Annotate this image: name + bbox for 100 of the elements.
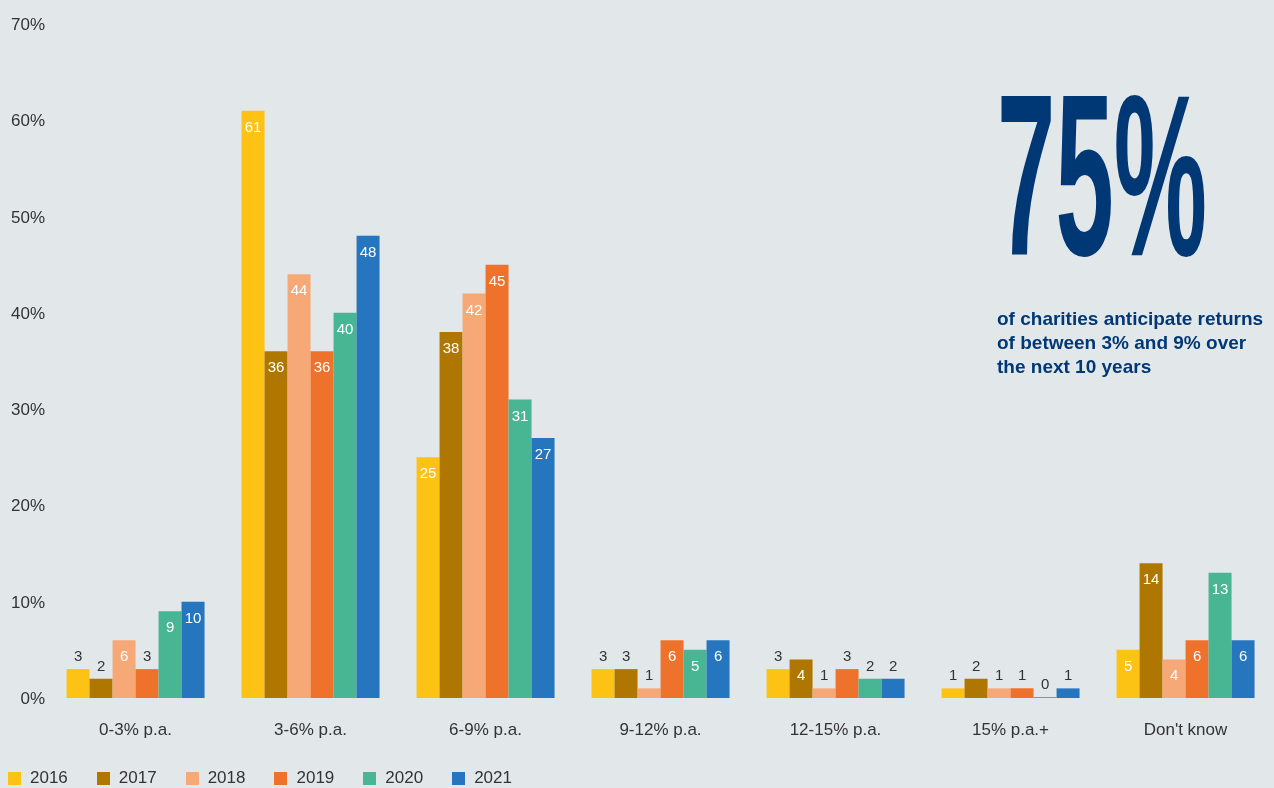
bar: [706, 640, 730, 698]
bar: [941, 688, 965, 698]
x-tick-label: 3-6% p.a.: [274, 720, 347, 740]
bar: [181, 601, 205, 698]
y-tick-label: 70%: [10, 15, 45, 35]
bar: [1010, 688, 1034, 698]
bar: [591, 669, 615, 698]
data-label: 1: [1063, 666, 1073, 684]
annotation: of charities anticipate returns of between 3% and 9% over the next 10 years: [997, 306, 1265, 379]
bar: [485, 264, 509, 698]
bar: [614, 669, 638, 698]
bar: [766, 669, 790, 698]
data-label: 61: [244, 117, 262, 135]
data-label: 40: [336, 319, 354, 337]
data-label: 14: [1142, 570, 1160, 588]
legend-label: 2017: [118, 768, 157, 788]
bar: [789, 659, 813, 698]
bar: [135, 669, 159, 698]
bar: [660, 640, 684, 698]
data-label: 45: [488, 271, 506, 289]
data-label: 31: [511, 406, 529, 424]
bar: [356, 235, 380, 698]
data-label: 48: [359, 242, 377, 260]
bar: [835, 669, 859, 698]
data-label: 5: [1123, 656, 1133, 674]
data-label: 10: [184, 608, 202, 626]
data-label: 6: [1238, 647, 1248, 665]
data-label: 6: [667, 647, 677, 665]
data-label: 6: [1192, 647, 1202, 665]
data-label: 1: [819, 666, 829, 684]
bar: [89, 678, 113, 698]
data-label: 4: [1169, 666, 1179, 684]
x-tick-label: 12-15% p.a.: [789, 720, 882, 740]
data-label: 2: [971, 656, 981, 674]
bar: [637, 688, 661, 698]
data-label: 3: [73, 647, 83, 665]
x-tick-label: 0-3% p.a.: [99, 720, 172, 740]
bar: [1208, 572, 1232, 698]
bar: [66, 669, 90, 698]
legend-label: 2018: [207, 768, 246, 788]
data-label: 2: [96, 656, 106, 674]
bar: [987, 688, 1011, 698]
y-tick-label: 10%: [10, 592, 45, 612]
bar: [310, 351, 334, 698]
bar: [1162, 659, 1186, 698]
x-tick-label: 9-12% p.a.: [619, 720, 702, 740]
data-label: 2: [865, 656, 875, 674]
y-tick-label: 40%: [10, 303, 45, 323]
data-label: 3: [842, 647, 852, 665]
bar: [264, 351, 288, 698]
bar: [462, 293, 486, 698]
data-label: 25: [419, 464, 437, 482]
bar: [158, 611, 182, 698]
data-label: 1: [1017, 666, 1027, 684]
y-tick-label: 60%: [10, 111, 45, 131]
bar: [964, 678, 988, 698]
legend-label: 2021: [474, 768, 512, 788]
x-tick-label: 6-9% p.a.: [449, 720, 522, 740]
data-label: 1: [948, 666, 958, 684]
data-label: 3: [773, 647, 783, 665]
data-label: 0: [1040, 675, 1050, 692]
data-label: 2: [888, 656, 898, 674]
data-label: 36: [313, 358, 331, 376]
bar: [287, 274, 311, 698]
bar: [439, 332, 463, 698]
data-label: 1: [644, 666, 654, 684]
data-label: 36: [267, 358, 285, 376]
bar: [333, 312, 357, 698]
data-label: 4: [796, 666, 806, 684]
y-tick-label: 30%: [10, 400, 45, 420]
bar: [508, 399, 532, 698]
data-label: 42: [465, 300, 483, 318]
y-tick-label: 50%: [10, 207, 45, 227]
data-label: 38: [442, 339, 460, 357]
data-label: 3: [621, 647, 631, 665]
bar: [416, 457, 440, 698]
bar: [1231, 640, 1255, 698]
bar: [858, 678, 882, 698]
data-label: 1: [994, 666, 1004, 684]
bar: [531, 438, 555, 698]
data-label: 9: [165, 618, 175, 636]
data-label: 3: [598, 647, 608, 665]
x-tick-label: Don't know: [1143, 720, 1228, 740]
y-tick-label: 20%: [10, 496, 45, 516]
bar: [812, 688, 836, 698]
legend-label: 2016: [30, 768, 68, 788]
data-label: 6: [119, 647, 129, 665]
data-label: 27: [534, 445, 552, 463]
bar: [1116, 649, 1140, 698]
bar: [1056, 688, 1080, 698]
legend-label: 2020: [385, 768, 424, 788]
y-tick-label: 0%: [20, 689, 45, 709]
bar: [1139, 563, 1163, 698]
data-label: 6: [713, 647, 723, 665]
bar: [241, 110, 265, 698]
bar: [683, 649, 707, 698]
data-label: 5: [690, 656, 700, 674]
data-label: 13: [1211, 579, 1229, 597]
annotation: 75%: [997, 46, 1208, 305]
data-label: 3: [142, 647, 152, 665]
